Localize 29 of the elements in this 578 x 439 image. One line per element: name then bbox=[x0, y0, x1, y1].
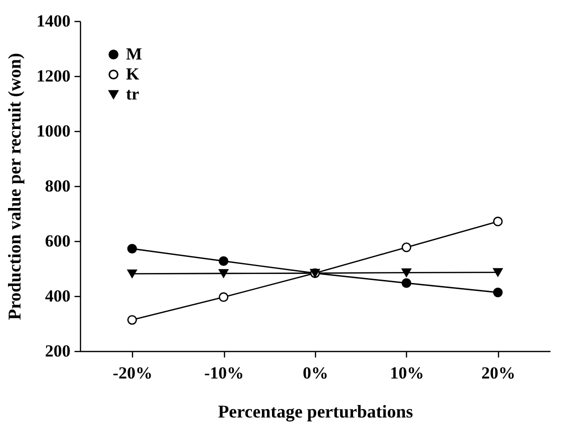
x-tick-label: 10% bbox=[390, 364, 424, 382]
point bbox=[402, 242, 412, 252]
point bbox=[218, 256, 228, 266]
legend-label: K bbox=[126, 64, 140, 84]
y-tick-label: 800 bbox=[45, 176, 70, 196]
y-tick-label: 1400 bbox=[36, 12, 70, 30]
x-tick-label: 0% bbox=[302, 364, 328, 382]
point bbox=[402, 268, 412, 277]
point bbox=[493, 288, 503, 298]
y-tick-label: 400 bbox=[45, 286, 70, 306]
legend-label: tr bbox=[126, 84, 140, 104]
y-tick-label: 1200 bbox=[36, 66, 70, 86]
point bbox=[127, 315, 137, 325]
y-tick-label: 600 bbox=[45, 232, 70, 250]
y-tick-label: 200 bbox=[45, 342, 70, 360]
point bbox=[402, 278, 412, 288]
point bbox=[493, 216, 503, 226]
x-axis-title: Percentage perturbations bbox=[218, 402, 414, 422]
legend-label: M bbox=[126, 44, 142, 64]
y-tick-label: 1000 bbox=[36, 122, 70, 140]
point bbox=[218, 269, 228, 278]
y-axis-title: Production value per recruit (won) bbox=[4, 53, 24, 320]
point bbox=[127, 244, 137, 254]
point bbox=[218, 292, 228, 302]
point bbox=[127, 269, 137, 278]
x-tick-label: 20% bbox=[481, 364, 516, 382]
x-tick-label: -20% bbox=[112, 364, 152, 382]
point bbox=[493, 268, 503, 277]
x-tick-label: -10% bbox=[204, 364, 244, 382]
